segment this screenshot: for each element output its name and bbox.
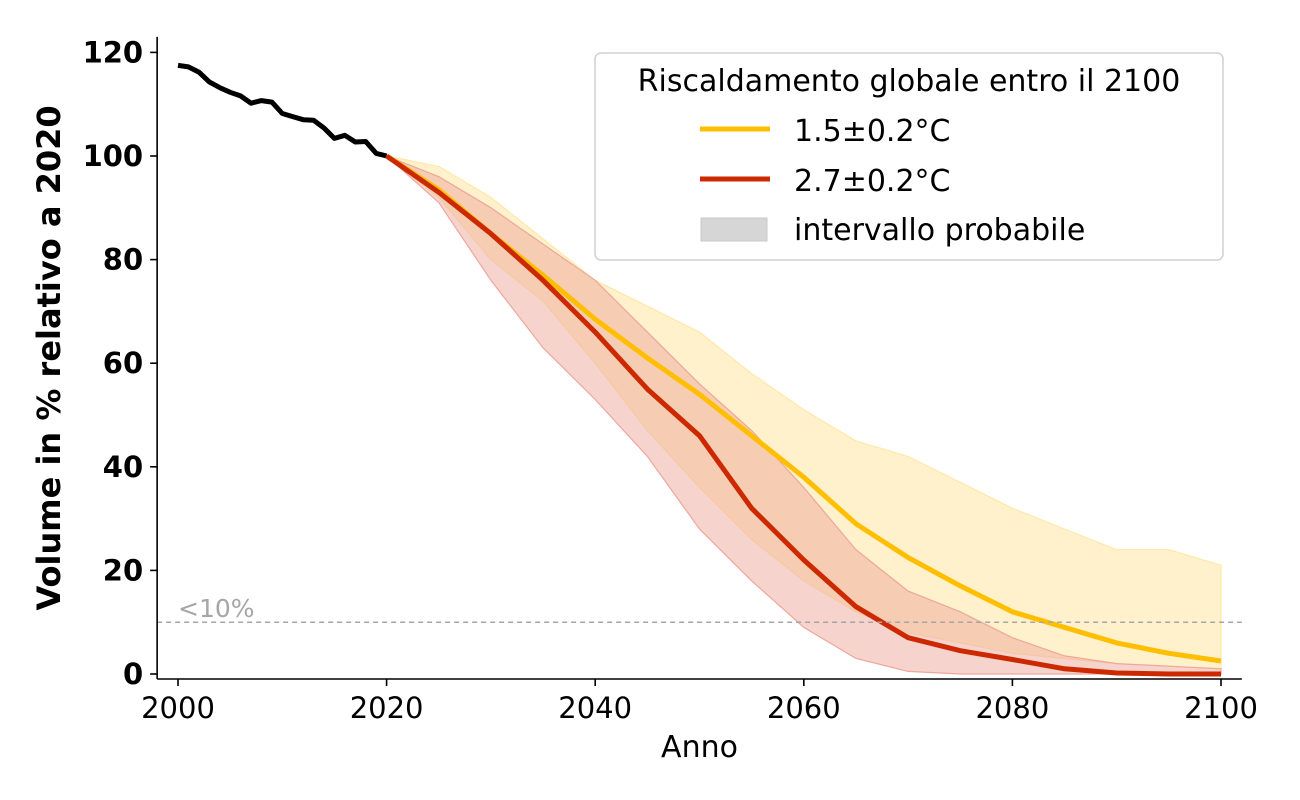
- x-tick-label: 2000: [141, 691, 215, 725]
- threshold-10pct-label: <10%: [178, 594, 255, 623]
- legend: Riscaldamento globale entro il 2100 1.5±…: [594, 52, 1224, 261]
- x-tick-label: 2020: [350, 691, 424, 725]
- y-tick-label: 100: [83, 139, 144, 173]
- x-axis-label: Anno: [661, 730, 738, 765]
- legend-swatch-range: [700, 217, 768, 242]
- y-tick-label: 0: [123, 657, 143, 691]
- y-tick-label: 40: [103, 450, 143, 484]
- x-tick-label: 2080: [975, 691, 1049, 725]
- legend-label-2-7: 2.7±0.2°C: [794, 164, 951, 199]
- legend-label-1-5: 1.5±0.2°C: [794, 114, 951, 149]
- legend-box: [594, 52, 1224, 261]
- y-tick-label: 80: [103, 243, 143, 277]
- x-tick-label: 2100: [1184, 691, 1258, 725]
- line-2-7: [385, 153, 1221, 677]
- band-2-7: [386, 155, 1222, 675]
- line-1-5: [385, 153, 1222, 664]
- y-axis-label: Volume in % relativo a 2020: [30, 105, 68, 610]
- y-tick-label: 120: [83, 35, 144, 69]
- x-tick-label: 2040: [558, 691, 632, 725]
- legend-label-range: intervallo probabile: [794, 213, 1085, 248]
- legend-title: Riscaldamento globale entro il 2100: [638, 64, 1181, 99]
- series-lines: [177, 62, 1222, 677]
- y-tick-label: 60: [103, 346, 143, 380]
- uncertainty-bands: [386, 155, 1222, 675]
- y-ticks: 0 20 40 60 80 100 120: [83, 35, 158, 691]
- x-tick-label: 2060: [767, 691, 841, 725]
- x-ticks: 2000 2020 2040 2060 2080 2100: [141, 679, 1258, 725]
- y-tick-label: 20: [103, 553, 143, 587]
- line-historical: [177, 62, 388, 159]
